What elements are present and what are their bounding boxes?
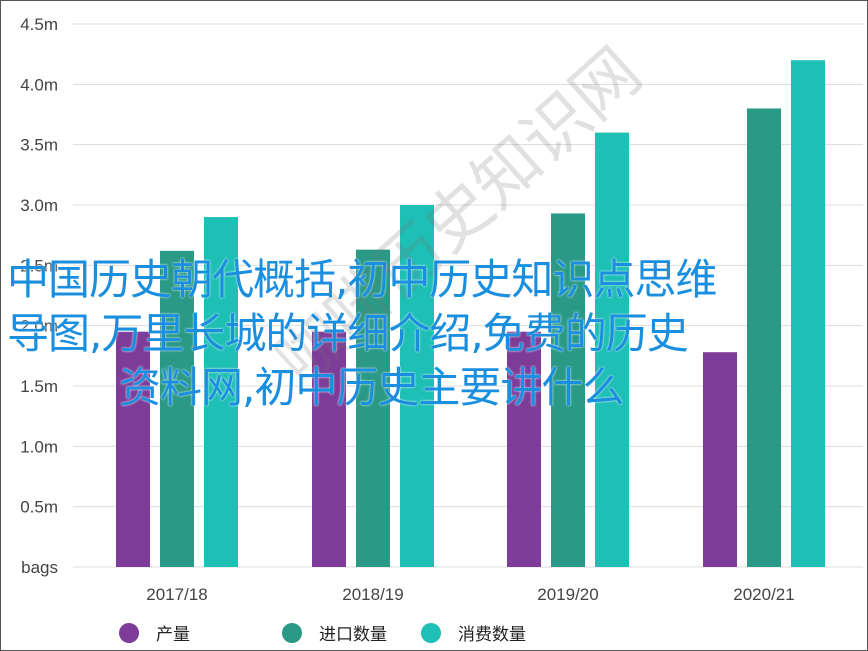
bar-2018/19-消费数量 (400, 205, 434, 567)
legend-swatch (421, 623, 441, 643)
y-tick-label: 0.5m (20, 498, 58, 517)
overlay-headline-line: 中国历史朝代概括,初中历史知识点思维 (7, 255, 717, 304)
legend-label: 产量 (156, 625, 190, 645)
overlay-headline: 中国历史朝代概括,初中历史知识点思维 导图,万里长城的详细介绍,免费的历史 资料… (7, 253, 857, 415)
bar-2018/19-进口数量 (356, 249, 390, 567)
x-tick-label: 2020/21 (733, 585, 794, 604)
y-tick-label: 3.5m (20, 136, 58, 155)
x-tick-label: 2019/20 (537, 585, 598, 604)
bar-2020/21-产量 (703, 352, 737, 567)
legend-swatch (282, 623, 302, 643)
y-tick-label: 1.0m (20, 437, 58, 456)
y-tick-label: bags (21, 558, 58, 577)
bar-2017/18-产量 (116, 331, 150, 567)
legend-label: 消费数量 (458, 625, 526, 645)
bar-2020/21-进口数量 (747, 108, 781, 567)
y-tick-label: 4.0m (20, 75, 58, 94)
overlay-headline-line: 导图,万里长城的详细介绍,免费的历史 (7, 309, 689, 358)
y-tick-label: 3.0m (20, 196, 58, 215)
y-tick-label: 2.0m (20, 317, 58, 336)
legend-label: 进口数量 (319, 625, 387, 645)
y-tick-label: 1.5m (20, 377, 58, 396)
bar-2019/20-进口数量 (551, 213, 585, 568)
bar-2017/18-进口数量 (160, 250, 194, 567)
bar-2017/18-消费数量 (204, 217, 238, 568)
x-tick-label: 2017/18 (146, 585, 207, 604)
x-tick-label: 2018/19 (342, 585, 403, 604)
y-tick-label: 4.5m (20, 15, 58, 34)
legend-swatch (119, 623, 139, 643)
y-tick-label: 2.5m (20, 256, 58, 275)
bar-2020/21-消费数量 (791, 60, 825, 567)
bar-2019/20-产量 (507, 331, 541, 567)
overlay-headline-line: 资料网,初中历史主要讲什么 (119, 363, 624, 412)
bar-2018/19-产量 (312, 331, 346, 567)
bar-2019/20-消费数量 (595, 132, 629, 567)
